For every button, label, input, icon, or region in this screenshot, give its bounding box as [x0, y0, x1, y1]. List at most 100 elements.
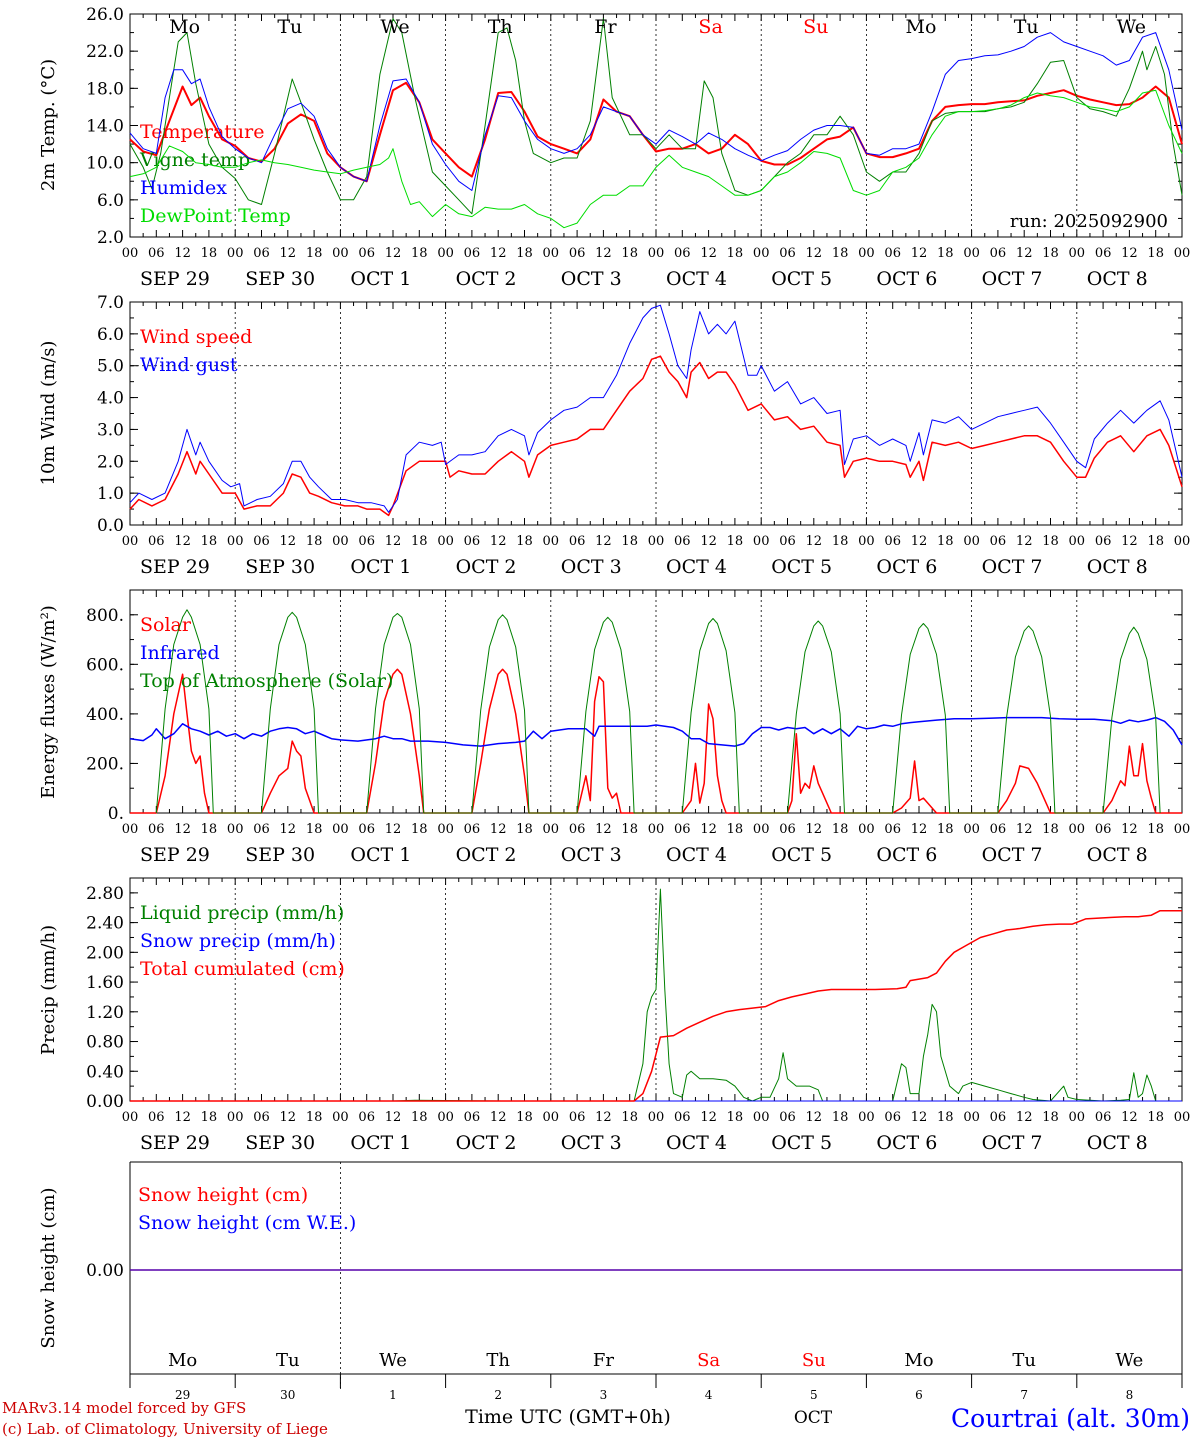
hour-tick-label: 18 [516, 534, 533, 549]
hour-tick-label: 18 [411, 822, 428, 837]
hour-tick-label: 18 [727, 1110, 744, 1125]
hour-tick-label: 00 [1069, 246, 1086, 261]
hour-tick-label: 12 [700, 1110, 717, 1125]
weekday-label: Tu [276, 1350, 300, 1371]
hour-tick-label: 00 [753, 1110, 770, 1125]
day-number: 30 [280, 1388, 295, 1402]
day-label: OCT 5 [771, 268, 832, 290]
y-tick-label: 2.80 [86, 884, 124, 904]
day-label: OCT 1 [350, 268, 411, 290]
day-number: 4 [705, 1388, 713, 1402]
day-label: OCT 6 [876, 268, 937, 290]
y-tick-label: 10.0 [86, 154, 124, 174]
hour-tick-label: 18 [621, 246, 638, 261]
hour-tick-label: 12 [595, 534, 612, 549]
hour-tick-label: 12 [385, 246, 402, 261]
hour-tick-label: 00 [1174, 1110, 1191, 1125]
weekday-label: Th [488, 16, 513, 38]
hour-tick-label: 00 [648, 822, 665, 837]
day-label: SEP 29 [140, 556, 210, 578]
hour-tick-label: 12 [174, 1110, 191, 1125]
hour-tick-label: 00 [753, 822, 770, 837]
hour-tick-label: 06 [990, 822, 1007, 837]
hour-tick-label: 00 [122, 822, 139, 837]
hour-tick-label: 00 [858, 246, 875, 261]
hour-tick-label: 18 [1042, 246, 1059, 261]
hour-tick-label: 12 [1121, 534, 1138, 549]
series-line-3-0 [130, 888, 1182, 1102]
hour-tick-label: 12 [385, 1110, 402, 1125]
hour-tick-label: 00 [122, 246, 139, 261]
hour-tick-label: 00 [543, 246, 560, 261]
hour-tick-label: 00 [227, 822, 244, 837]
day-label: OCT 8 [1087, 556, 1148, 578]
day-label: OCT 1 [350, 1132, 411, 1154]
weekday-label: Sa [697, 1350, 720, 1371]
hour-tick-label: 06 [358, 534, 375, 549]
hour-tick-label: 18 [201, 1110, 218, 1125]
day-label: OCT 7 [982, 556, 1043, 578]
hour-tick-label: 18 [516, 246, 533, 261]
legend-entry: Wind speed [140, 326, 252, 348]
hour-tick-label: 12 [174, 246, 191, 261]
hour-tick-label: 12 [595, 246, 612, 261]
day-number: 29 [175, 1388, 190, 1402]
hour-tick-label: 18 [306, 246, 323, 261]
hour-tick-label: 00 [227, 246, 244, 261]
hour-tick-label: 00 [1069, 534, 1086, 549]
hour-tick-label: 12 [385, 822, 402, 837]
hour-tick-label: 12 [911, 534, 928, 549]
hour-tick-label: 12 [595, 822, 612, 837]
weekday-label: Tu [1012, 1350, 1036, 1371]
hour-tick-label: 12 [806, 1110, 823, 1125]
hour-tick-label: 18 [727, 246, 744, 261]
y-tick-label: 600. [86, 655, 124, 675]
y-tick-label: 18.0 [86, 79, 124, 99]
y-tick-label: 1.0 [97, 484, 124, 504]
y-tick-label: 6.0 [97, 325, 124, 345]
hour-tick-label: 00 [543, 822, 560, 837]
day-label: OCT 4 [666, 268, 727, 290]
hour-tick-label: 12 [911, 822, 928, 837]
hour-tick-label: 06 [779, 822, 796, 837]
hour-tick-label: 12 [1016, 246, 1033, 261]
hour-tick-label: 00 [332, 1110, 349, 1125]
hour-tick-label: 00 [1174, 822, 1191, 837]
series-line-2-2 [155, 609, 1161, 814]
hour-tick-label: 06 [464, 1110, 481, 1125]
hour-tick-label: 06 [148, 534, 165, 549]
hour-tick-label: 18 [832, 534, 849, 549]
y-tick-label: 2.00 [86, 943, 124, 963]
hour-tick-label: 12 [911, 1110, 928, 1125]
y-tick-label: 0. [108, 804, 124, 824]
y-tick-label: 7.0 [97, 293, 124, 313]
hour-tick-label: 12 [490, 1110, 507, 1125]
hour-tick-label: 06 [884, 534, 901, 549]
weekday-label: We [379, 1350, 407, 1371]
hour-tick-label: 06 [884, 246, 901, 261]
hour-tick-label: 12 [280, 534, 297, 549]
legend-entry: Wind gust [140, 354, 238, 376]
y-tick-label: 400. [86, 705, 124, 725]
hour-tick-label: 06 [358, 246, 375, 261]
hour-tick-label: 06 [990, 246, 1007, 261]
hour-tick-label: 18 [937, 534, 954, 549]
weekday-label: Tu [277, 16, 302, 38]
day-number: 1 [389, 1388, 397, 1402]
legend-entry: Infrared [140, 642, 220, 664]
hour-tick-label: 06 [253, 534, 270, 549]
weekday-label: Mo [169, 16, 200, 38]
y-axis-label: 10m Wind (m/s) [38, 341, 59, 486]
hour-tick-label: 06 [674, 1110, 691, 1125]
series-line-1-0 [129, 355, 1183, 517]
y-tick-label: 2.40 [86, 914, 124, 934]
hour-tick-label: 00 [858, 822, 875, 837]
hour-tick-label: 06 [1095, 1110, 1112, 1125]
hour-tick-label: 06 [1095, 246, 1112, 261]
hour-tick-label: 06 [990, 1110, 1007, 1125]
hour-tick-label: 12 [700, 822, 717, 837]
hour-tick-label: 00 [648, 1110, 665, 1125]
hour-tick-label: 00 [437, 1110, 454, 1125]
day-label: OCT 7 [982, 844, 1043, 866]
hour-tick-label: 00 [963, 534, 980, 549]
